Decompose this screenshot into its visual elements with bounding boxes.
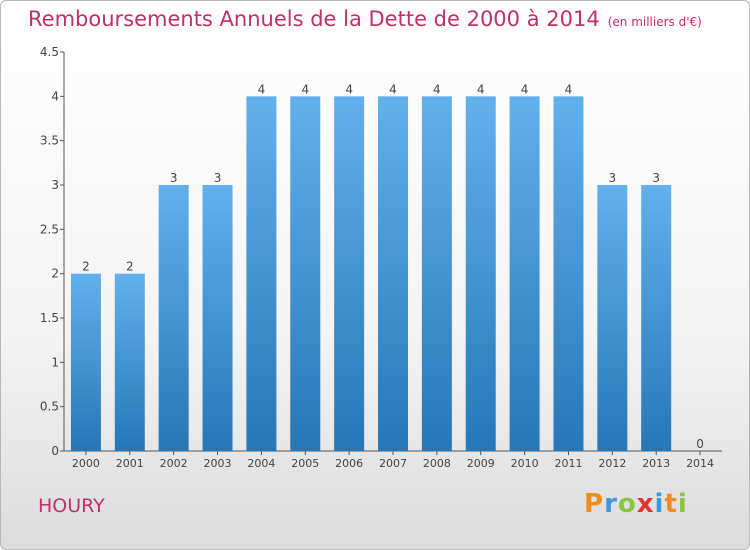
bar-value-label: 4 (521, 82, 529, 96)
x-tick-label: 2008 (423, 457, 451, 470)
bar (70, 273, 101, 451)
bar (246, 96, 277, 451)
bar (202, 185, 233, 451)
bar-value-label: 3 (170, 171, 178, 185)
bar (597, 185, 628, 451)
chart-title: Remboursements Annuels de la Dette de 20… (28, 7, 600, 31)
logo-letter: t (664, 489, 678, 519)
x-tick-label: 2009 (467, 457, 495, 470)
bar (290, 96, 321, 451)
bar-value-label: 4 (477, 82, 485, 96)
bar-value-label: 3 (652, 171, 660, 185)
x-tick-label: 2007 (379, 457, 407, 470)
chart-title-block: Remboursements Annuels de la Dette de 20… (28, 7, 702, 31)
y-tick-label: 0.5 (40, 400, 59, 414)
x-tick-label: 2014 (686, 457, 714, 470)
logo-letter: o (617, 489, 637, 519)
bar (378, 96, 408, 451)
bar-value-label: 4 (345, 82, 353, 96)
x-tick-label: 2004 (247, 457, 275, 470)
bar (114, 273, 145, 451)
chart-labels: 2 2000 2 2001 3 2002 3 2003 4 2004 4 2005 4 2006 4 2007… (72, 82, 714, 470)
logo-letter: x (636, 489, 655, 519)
bar (465, 96, 496, 451)
x-tick-label: 2013 (642, 457, 670, 470)
proxiti-logo: Proxiti (584, 489, 688, 519)
y-tick-label: 4 (51, 89, 59, 103)
x-tick-label: 2012 (598, 457, 626, 470)
x-tick-label: 2006 (335, 457, 363, 470)
y-tick-label: 2.5 (40, 222, 59, 236)
chart-bars (70, 96, 672, 451)
x-tick-label: 2011 (554, 457, 582, 470)
y-tick-label: 3.5 (40, 134, 59, 148)
y-tick-label: 4.5 (40, 45, 59, 59)
bar (553, 96, 584, 451)
y-tick-label: 2 (51, 267, 59, 281)
logo-letter: i (677, 489, 688, 519)
y-tick-label: 3 (51, 178, 59, 192)
bar (421, 96, 452, 451)
y-tick-label: 0 (51, 444, 59, 458)
commune-name: HOURY (38, 495, 105, 517)
logo-letter: i (654, 489, 665, 519)
bar-value-label: 4 (433, 82, 441, 96)
bar-value-label: 2 (126, 260, 134, 274)
y-tick-label: 1 (51, 355, 59, 369)
x-tick-label: 2002 (160, 457, 188, 470)
bar-value-label: 4 (301, 82, 309, 96)
x-tick-label: 2010 (511, 457, 539, 470)
x-tick-label: 2000 (72, 457, 100, 470)
bar-value-label: 4 (258, 82, 266, 96)
logo-letter: P (584, 489, 605, 519)
bar-value-label: 3 (214, 171, 222, 185)
bar-value-label: 4 (565, 82, 573, 96)
bar (509, 96, 540, 451)
logo-letter: r (604, 489, 618, 519)
bar-value-label: 4 (389, 82, 397, 96)
x-tick-label: 2003 (204, 457, 232, 470)
bar (334, 96, 365, 451)
bar (158, 185, 189, 451)
bar-value-label: 3 (609, 171, 617, 185)
y-tick-label: 1.5 (40, 311, 59, 325)
x-tick-label: 2005 (291, 457, 319, 470)
bar (641, 185, 672, 451)
x-tick-label: 2001 (116, 457, 144, 470)
bar-value-label: 2 (82, 260, 90, 274)
chart-unit: (en milliers d'€) (607, 15, 702, 29)
bar-value-label: 0 (696, 437, 704, 451)
